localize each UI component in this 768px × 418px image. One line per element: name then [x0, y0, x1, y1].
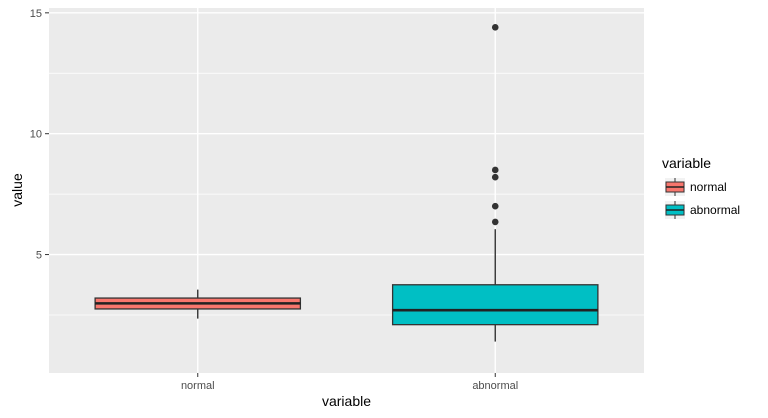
box-abnormal [391, 24, 599, 342]
legend: variable normal abnormal [662, 155, 740, 219]
legend-title: variable [662, 155, 711, 171]
y-axis-title: value [9, 173, 25, 207]
outlier-point [491, 202, 499, 210]
x-tick-label: abnormal [472, 380, 518, 392]
x-tick-label: normal [181, 380, 215, 392]
legend-label: abnormal [690, 203, 740, 217]
outlier-point [491, 24, 499, 31]
box-normal [94, 289, 302, 319]
legend-item-abnormal: abnormal [665, 201, 740, 219]
y-tick-label: 5 [36, 250, 42, 262]
x-axis: normal abnormal [181, 373, 518, 392]
y-axis: 5 10 15 [30, 8, 49, 262]
outlier-point [491, 166, 499, 174]
outlier-point [491, 173, 499, 181]
y-tick-label: 10 [30, 129, 42, 141]
boxes [94, 24, 599, 342]
legend-label: normal [690, 180, 727, 194]
box-iqr [391, 284, 599, 326]
x-axis-title: variable [322, 393, 371, 409]
y-tick-label: 15 [30, 8, 42, 20]
outlier-point [491, 218, 499, 226]
legend-item-normal: normal [665, 178, 727, 196]
